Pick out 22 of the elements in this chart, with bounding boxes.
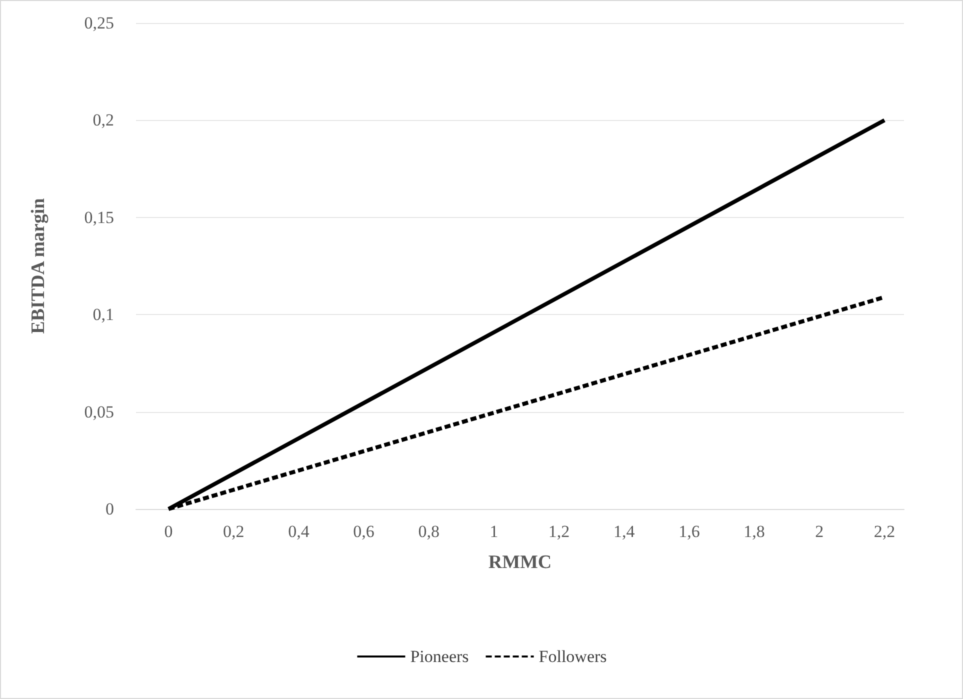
x-tick-label: 0,2 bbox=[223, 522, 244, 541]
y-axis-title: EBITDA margin bbox=[28, 198, 49, 334]
x-tick-label: 1,6 bbox=[678, 522, 700, 541]
legend-label: Pioneers bbox=[410, 647, 469, 666]
x-tick-label: 1,2 bbox=[548, 522, 570, 541]
x-tick-label: 0 bbox=[164, 522, 173, 541]
y-tick-label: 0,1 bbox=[92, 305, 114, 324]
x-tick-label: 0,6 bbox=[353, 522, 374, 541]
legend-label: Followers bbox=[538, 647, 607, 666]
x-tick-label: 1 bbox=[490, 522, 498, 541]
y-tick-label: 0,25 bbox=[84, 14, 114, 32]
x-axis-title: RMMC bbox=[488, 552, 552, 573]
x-tick-label: 0,8 bbox=[418, 522, 440, 541]
x-tick-label: 2 bbox=[815, 522, 824, 541]
y-tick-label: 0 bbox=[106, 500, 114, 518]
y-tick-label: 0,05 bbox=[84, 402, 114, 422]
x-tick-label: 2,2 bbox=[874, 522, 896, 541]
y-tick-label: 0,2 bbox=[92, 110, 114, 130]
y-tick-label: 0,15 bbox=[84, 208, 114, 227]
x-tick-label: 1,4 bbox=[614, 522, 636, 541]
x-tick-label: 1,8 bbox=[744, 522, 765, 541]
x-tick-label: 0,4 bbox=[288, 522, 310, 541]
